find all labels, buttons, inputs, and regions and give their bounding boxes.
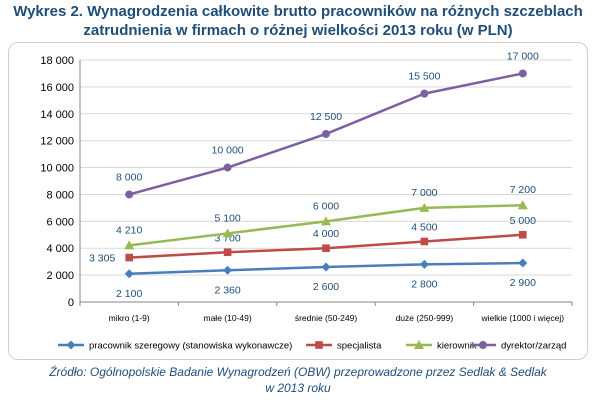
y-tick-label: 8 000 [46, 189, 74, 201]
data-point-diamond [124, 269, 134, 279]
data-label: 4 000 [313, 228, 339, 240]
data-point-triangle [419, 202, 430, 212]
data-point-triangle [124, 240, 135, 250]
data-label: 12 500 [310, 111, 342, 123]
series-4: 8 000 10 000 12 500 15 500 17 000 [116, 50, 539, 199]
legend-label: kierownik [437, 341, 477, 352]
data-label: 5 000 [510, 215, 536, 227]
data-point-diamond [321, 262, 331, 272]
data-point-triangle [517, 200, 528, 210]
line-chart: 0 2 000 4 000 6 000 8 000 10 000 12 000 14 000 1… [40, 50, 573, 352]
x-tick-label: średnie (50-249) [295, 313, 358, 323]
legend-item-1: pracownik szeregowy (stanowiska wykonawc… [58, 340, 292, 352]
y-tick-label: 14 000 [40, 109, 74, 121]
data-point-circle [420, 89, 429, 98]
data-point-triangle [321, 216, 331, 226]
data-label: 10 000 [212, 145, 244, 157]
data-point-diamond [223, 265, 233, 275]
data-point-triangle [222, 228, 233, 238]
data-point-diamond [66, 340, 76, 350]
x-tick-label: mikro (1-9) [109, 313, 150, 323]
data-point-square [420, 237, 429, 246]
data-point-circle [518, 69, 527, 78]
legend-item-4: dyrektor/zarząd [470, 341, 566, 352]
series-3: 4 210 5 100 6 000 7 000 7 200 [116, 184, 536, 250]
data-point-square [315, 341, 323, 349]
y-tick-label: 18 000 [40, 55, 74, 67]
source-line-1: Źródło: Ogólnopolskie Badanie Wynagrodze… [49, 365, 547, 379]
chart-frame [8, 42, 588, 360]
chart-title: Wykres 2. Wynagrodzenia całkowite brutto… [0, 2, 596, 40]
data-label: 2 900 [510, 277, 536, 289]
x-tick-label: małe (10-49) [204, 313, 252, 323]
data-point-diamond [518, 258, 528, 268]
data-label: 5 100 [214, 212, 240, 224]
y-tick-label: 4 000 [46, 243, 74, 255]
legend-label: dyrektor/zarząd [501, 341, 566, 352]
data-label: 2 360 [214, 284, 240, 296]
y-tick-label: 12 000 [40, 136, 74, 148]
legend-item-3: kierownik [406, 340, 477, 352]
y-tick-label: 2 000 [46, 270, 74, 282]
data-label: 4 500 [411, 222, 437, 234]
data-point-circle [223, 163, 232, 172]
legend-item-2: specjalista [306, 341, 382, 352]
data-label: 15 500 [408, 71, 440, 83]
data-point-circle [479, 341, 487, 349]
data-label: 2 600 [313, 281, 339, 293]
data-point-diamond [419, 259, 429, 269]
source-line-2: w 2013 roku [265, 381, 331, 395]
data-label: 7 000 [411, 187, 437, 199]
data-label: 2 800 [411, 278, 437, 290]
source-note: Źródło: Ogólnopolskie Badanie Wynagrodze… [0, 364, 596, 396]
y-tick-label: 10 000 [40, 163, 74, 175]
data-label: 17 000 [507, 50, 539, 62]
series-1: 2 100 2 360 2 600 2 800 2 900 [116, 258, 536, 300]
data-point-circle [322, 129, 330, 138]
y-tick-label: 0 [68, 297, 74, 309]
legend-label: specjalista [337, 341, 382, 352]
chart-title-line-2: zatrudnienia w firmach o różnej wielkośc… [83, 22, 513, 39]
chart-title-line-1: Wykres 2. Wynagrodzenia całkowite brutto… [13, 3, 583, 20]
data-label: 8 000 [116, 171, 142, 183]
data-point-square [519, 230, 527, 239]
data-point-square [125, 253, 133, 262]
legend-label: pracownik szeregowy (stanowiska wykonawc… [89, 341, 292, 352]
data-point-square [322, 244, 330, 253]
data-label: 2 100 [116, 288, 142, 300]
data-point-circle [125, 190, 134, 199]
x-tick-label: wielkie (1000 i więcej) [480, 313, 564, 323]
data-label: 4 210 [116, 224, 142, 236]
data-label: 3 305 [89, 253, 115, 265]
data-label: 6 000 [313, 200, 339, 212]
y-tick-label: 6 000 [46, 216, 74, 228]
y-tick-label: 16 000 [40, 82, 74, 94]
x-tick-label: duże (250-999) [396, 313, 454, 323]
data-point-triangle [414, 340, 424, 349]
data-point-square [223, 248, 232, 257]
data-label: 7 200 [510, 184, 536, 196]
